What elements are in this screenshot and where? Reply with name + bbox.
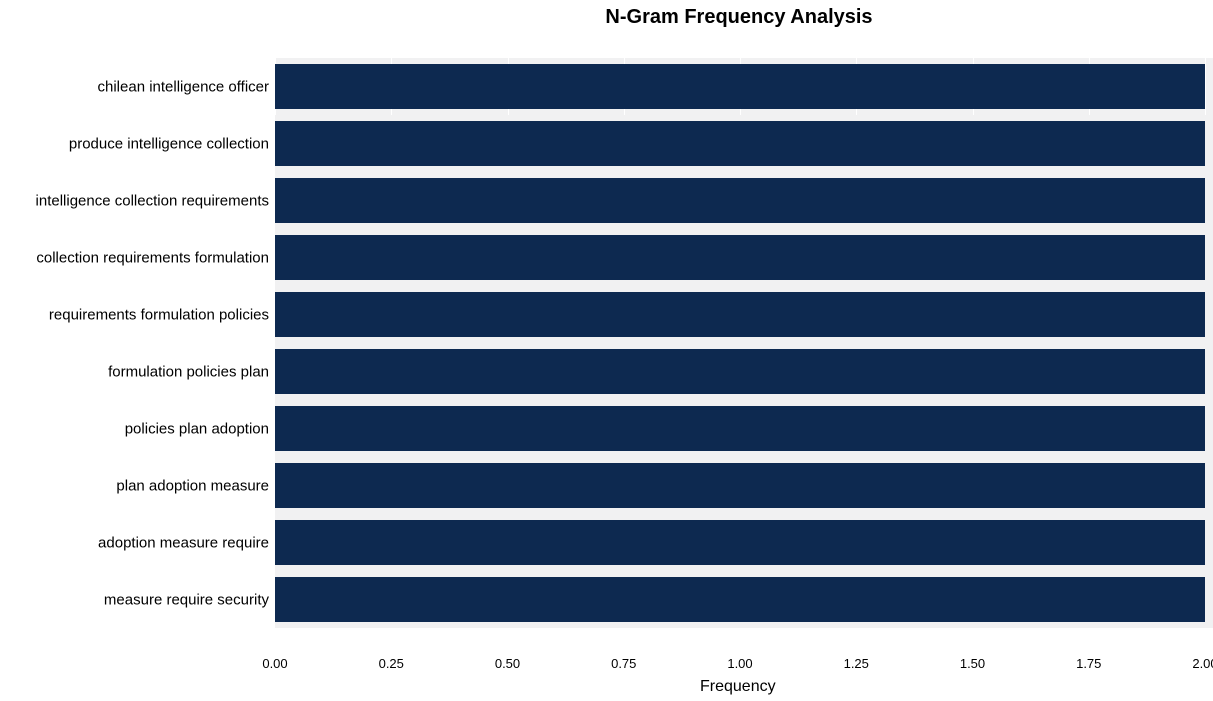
bar — [275, 463, 1205, 508]
plot-area — [275, 36, 1205, 640]
ngram-frequency-chart: N-Gram Frequency Analysis Frequency chil… — [0, 0, 1213, 701]
bar — [275, 349, 1205, 394]
x-tick-label: 0.75 — [611, 656, 636, 671]
x-tick-label: 1.50 — [960, 656, 985, 671]
bar — [275, 520, 1205, 565]
y-tick-label: requirements formulation policies — [49, 306, 269, 323]
bar — [275, 406, 1205, 451]
y-tick-label: produce intelligence collection — [69, 135, 269, 152]
y-tick-label: adoption measure require — [98, 534, 269, 551]
bar — [275, 178, 1205, 223]
y-tick-label: collection requirements formulation — [36, 249, 269, 266]
bar — [275, 121, 1205, 166]
x-tick-label: 0.50 — [495, 656, 520, 671]
x-axis-label: Frequency — [700, 678, 776, 696]
bar — [275, 64, 1205, 109]
x-tick-label: 0.25 — [379, 656, 404, 671]
y-tick-label: chilean intelligence officer — [98, 78, 270, 95]
x-tick-label: 1.75 — [1076, 656, 1101, 671]
y-tick-label: measure require security — [104, 591, 269, 608]
chart-title: N-Gram Frequency Analysis — [275, 6, 1203, 29]
y-tick-label: policies plan adoption — [125, 420, 269, 437]
y-tick-label: plan adoption measure — [116, 477, 269, 494]
x-tick-label: 0.00 — [262, 656, 287, 671]
bar — [275, 235, 1205, 280]
bar — [275, 577, 1205, 622]
x-tick-label: 1.25 — [844, 656, 869, 671]
y-tick-label: formulation policies plan — [108, 363, 269, 380]
x-tick-label: 1.00 — [727, 656, 752, 671]
bar — [275, 292, 1205, 337]
x-tick-label: 2.00 — [1192, 656, 1213, 671]
y-tick-label: intelligence collection requirements — [36, 192, 269, 209]
